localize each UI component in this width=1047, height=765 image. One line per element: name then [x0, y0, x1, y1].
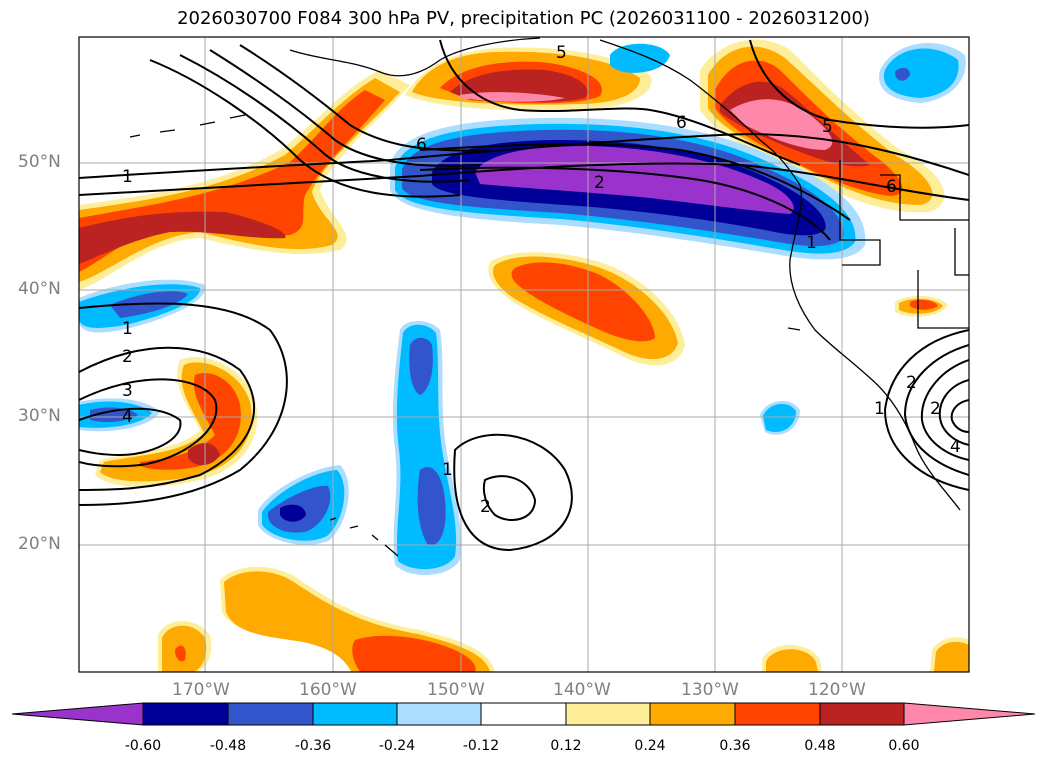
contour-label: 2	[480, 497, 491, 517]
colorbar-tick-label: 0.12	[550, 738, 582, 754]
lat-label: 40°N	[18, 279, 61, 299]
contour-label: 1	[806, 233, 817, 253]
colorbar-tick-label: -0.24	[378, 738, 416, 754]
contour-label: 2	[122, 347, 133, 367]
contour-label: 1	[874, 399, 885, 419]
map-title: 2026030700 F084 300 hPa PV, precipitatio…	[177, 8, 870, 29]
contour-label: 6	[676, 113, 687, 133]
map-frame	[78, 36, 970, 673]
pv-contours	[79, 39, 969, 552]
contour-label: 1	[122, 319, 133, 339]
coastlines	[129, 37, 969, 557]
lon-label: 140°W	[553, 680, 611, 700]
lon-label: 160°W	[299, 680, 357, 700]
lon-label: 170°W	[172, 680, 230, 700]
precip-fields	[79, 39, 969, 672]
contour-label: 2	[906, 373, 917, 393]
contour-label: 1	[442, 460, 453, 480]
colorbar-tick-label: -0.48	[209, 738, 247, 754]
contour-label: 6	[886, 177, 897, 197]
lat-label: 50°N	[18, 152, 61, 172]
contour-label: 6	[416, 135, 427, 155]
colorbar	[11, 702, 1036, 726]
lat-label: 20°N	[18, 534, 61, 554]
colorbar-tick-label: 0.36	[719, 738, 751, 754]
lon-label: 120°W	[808, 680, 866, 700]
contour-labels: 1 1 2 3 4 5 5 6 6 2 1 1 2 1 2 2 4 6	[122, 43, 961, 517]
lon-label: 130°W	[681, 680, 739, 700]
colorbar-tick-label: -0.36	[294, 738, 332, 754]
lat-label: 30°N	[18, 406, 61, 426]
contour-label: 5	[556, 43, 567, 63]
colorbar-tick-label: 0.24	[634, 738, 666, 754]
colorbar-tick-label: -0.60	[124, 738, 162, 754]
contour-label: 3	[122, 381, 133, 401]
colorbar-tick-label: -0.12	[462, 738, 500, 754]
lon-label: 150°W	[427, 680, 485, 700]
contour-label: 5	[822, 117, 833, 137]
contour-label: 2	[930, 399, 941, 419]
gridlines	[79, 37, 969, 672]
contour-label: 4	[950, 437, 961, 457]
contour-label: 4	[122, 407, 133, 427]
contour-label: 2	[594, 173, 605, 193]
colorbar-tick-label: 0.60	[888, 738, 920, 754]
colorbar-tick-label: 0.48	[804, 738, 836, 754]
contour-label: 1	[122, 167, 133, 187]
